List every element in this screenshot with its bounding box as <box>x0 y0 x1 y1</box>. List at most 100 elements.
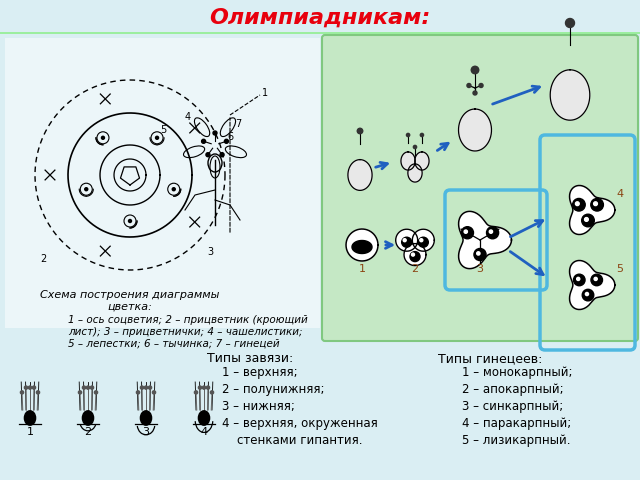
Polygon shape <box>396 229 418 251</box>
Text: 3: 3 <box>477 264 483 274</box>
Circle shape <box>479 84 483 87</box>
Circle shape <box>412 253 415 256</box>
Polygon shape <box>459 211 511 269</box>
Circle shape <box>467 84 471 87</box>
Polygon shape <box>408 164 422 182</box>
Circle shape <box>402 237 412 247</box>
Circle shape <box>413 145 417 149</box>
Circle shape <box>33 386 36 389</box>
Polygon shape <box>404 244 426 265</box>
Circle shape <box>172 188 175 191</box>
Text: 5 – лизикарпный.: 5 – лизикарпный. <box>462 434 570 447</box>
Circle shape <box>586 292 589 296</box>
Circle shape <box>84 188 88 191</box>
Ellipse shape <box>83 411 93 425</box>
Circle shape <box>575 202 579 205</box>
Text: 3: 3 <box>207 247 213 257</box>
Polygon shape <box>346 229 378 261</box>
Ellipse shape <box>198 411 210 425</box>
Polygon shape <box>550 70 590 120</box>
Text: стенками гипантия.: стенками гипантия. <box>222 434 362 447</box>
Text: 1 – монокарпный;: 1 – монокарпный; <box>462 366 573 379</box>
Circle shape <box>206 386 210 389</box>
Circle shape <box>90 386 93 389</box>
Circle shape <box>211 391 214 394</box>
Text: 2 – апокарпный;: 2 – апокарпный; <box>462 383 564 396</box>
Circle shape <box>473 91 477 95</box>
Text: Типы гинецеев:: Типы гинецеев: <box>438 352 542 365</box>
Circle shape <box>24 386 28 389</box>
Circle shape <box>489 230 493 233</box>
Text: 1: 1 <box>26 427 33 437</box>
Circle shape <box>202 386 205 389</box>
Circle shape <box>584 217 588 221</box>
Circle shape <box>152 391 156 394</box>
Ellipse shape <box>24 411 36 425</box>
Circle shape <box>20 391 24 394</box>
FancyBboxPatch shape <box>322 35 638 341</box>
Circle shape <box>464 230 467 233</box>
Circle shape <box>591 198 604 211</box>
Circle shape <box>79 391 82 394</box>
Text: 4 – паракарпный;: 4 – паракарпный; <box>462 417 572 430</box>
Polygon shape <box>458 109 492 151</box>
Text: Схема построения диаграммы
цветка:: Схема построения диаграммы цветка: <box>40 290 220 312</box>
Circle shape <box>471 66 479 74</box>
Circle shape <box>474 249 486 261</box>
Text: Олимпиадникам:: Олимпиадникам: <box>209 8 431 28</box>
Polygon shape <box>570 185 615 235</box>
Text: 2 – полунижняя;: 2 – полунижняя; <box>222 383 324 396</box>
Text: 4 – верхняя, окруженная: 4 – верхняя, окруженная <box>222 417 378 430</box>
Text: 7: 7 <box>235 119 241 129</box>
Text: 3 – нижняя;: 3 – нижняя; <box>222 400 295 413</box>
Circle shape <box>410 252 420 262</box>
Text: 1 – верхняя;: 1 – верхняя; <box>222 366 298 379</box>
Circle shape <box>198 386 202 389</box>
Circle shape <box>577 277 580 280</box>
Text: 6: 6 <box>227 132 233 142</box>
Circle shape <box>573 274 585 286</box>
Circle shape <box>582 289 594 301</box>
Circle shape <box>206 153 210 156</box>
Circle shape <box>360 231 364 235</box>
Text: 1: 1 <box>358 264 365 274</box>
Circle shape <box>403 239 406 242</box>
Polygon shape <box>348 159 372 191</box>
Circle shape <box>573 198 585 211</box>
Circle shape <box>140 386 143 389</box>
Circle shape <box>86 386 90 389</box>
Circle shape <box>213 131 217 135</box>
Polygon shape <box>401 152 415 170</box>
Circle shape <box>461 227 474 239</box>
Text: 3: 3 <box>143 427 150 437</box>
Text: 4: 4 <box>200 427 207 437</box>
Text: 1 – ось соцветия; 2 – прицветник (кроющий
лист); 3 – прицветнички; 4 – чашелисти: 1 – ось соцветия; 2 – прицветник (кроющи… <box>68 315 308 348</box>
Text: 2: 2 <box>40 254 46 264</box>
Text: 2: 2 <box>412 264 419 274</box>
Circle shape <box>591 274 602 286</box>
Circle shape <box>95 391 97 394</box>
Circle shape <box>225 139 228 144</box>
Polygon shape <box>352 240 372 253</box>
Text: Типы завязи:: Типы завязи: <box>207 352 293 365</box>
Polygon shape <box>412 229 435 251</box>
Circle shape <box>419 237 428 247</box>
Circle shape <box>406 133 410 137</box>
Circle shape <box>129 219 131 223</box>
Text: 2: 2 <box>84 427 92 437</box>
Circle shape <box>420 239 423 242</box>
Circle shape <box>566 19 575 27</box>
Ellipse shape <box>140 411 152 425</box>
Circle shape <box>156 136 159 139</box>
Circle shape <box>102 136 104 139</box>
Circle shape <box>357 128 363 134</box>
Polygon shape <box>570 261 615 310</box>
Text: 5: 5 <box>160 125 166 135</box>
Circle shape <box>202 139 205 144</box>
Circle shape <box>148 386 152 389</box>
Circle shape <box>83 386 86 389</box>
Text: 3 – синкарпный;: 3 – синкарпный; <box>462 400 563 413</box>
Circle shape <box>594 202 597 205</box>
Text: 4: 4 <box>616 189 623 199</box>
Circle shape <box>420 133 424 137</box>
